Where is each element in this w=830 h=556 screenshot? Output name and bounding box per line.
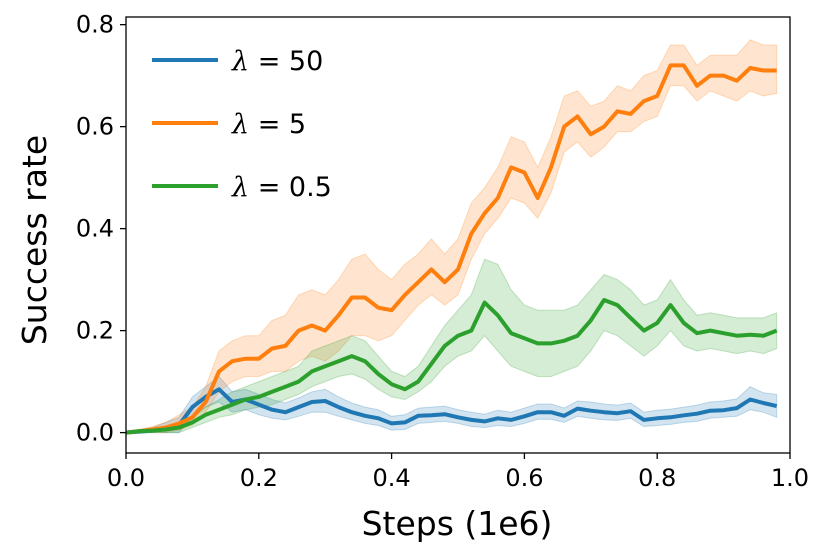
legend: λ = 50λ = 5λ = 0.5 (152, 46, 332, 203)
legend-label-3: λ = 0.5 (231, 172, 332, 203)
y-tick-label: 0.4 (76, 215, 114, 243)
legend-lambda-symbol: λ (231, 172, 249, 203)
legend-lambda-value: = 5 (249, 109, 306, 140)
legend-lambda-symbol: λ (231, 46, 249, 77)
series-line-2 (125, 63, 777, 435)
legend-lambda-symbol: λ (231, 109, 249, 140)
x-axis-label: Steps (1e6) (362, 504, 553, 543)
legend-label-1: λ = 50 (231, 46, 323, 77)
x-tick-label: 0.4 (373, 464, 411, 492)
confidence-bands (125, 39, 778, 434)
plot-frame (125, 16, 791, 454)
series-line-3 (125, 298, 778, 435)
y-tick-label: 0.8 (76, 11, 114, 39)
x-tick-label: 0.0 (107, 464, 145, 492)
x-tick-label: 0.6 (505, 464, 543, 492)
axes (125, 16, 791, 454)
x-tick-label: 0.8 (638, 464, 676, 492)
legend-label-2: λ = 5 (231, 109, 306, 140)
x-tick-label: 1.0 (771, 464, 809, 492)
y-axis-label: Success rate (15, 135, 54, 345)
series-line-1 (125, 387, 778, 435)
legend-lambda-value: = 0.5 (249, 172, 332, 203)
ticks: 0.0 0.2 0.4 0.6 0.8 1.0 0.0 0.2 0.4 0.6 0.8 (76, 11, 809, 492)
series-lines (125, 63, 778, 435)
y-tick-label: 0.2 (76, 317, 114, 345)
y-tick-label: 0.0 (76, 419, 114, 447)
x-tick-label: 0.2 (240, 464, 278, 492)
confidence-band-series-2 (125, 39, 778, 434)
legend-lambda-value: = 50 (249, 46, 323, 77)
y-tick-label: 0.6 (76, 113, 114, 141)
